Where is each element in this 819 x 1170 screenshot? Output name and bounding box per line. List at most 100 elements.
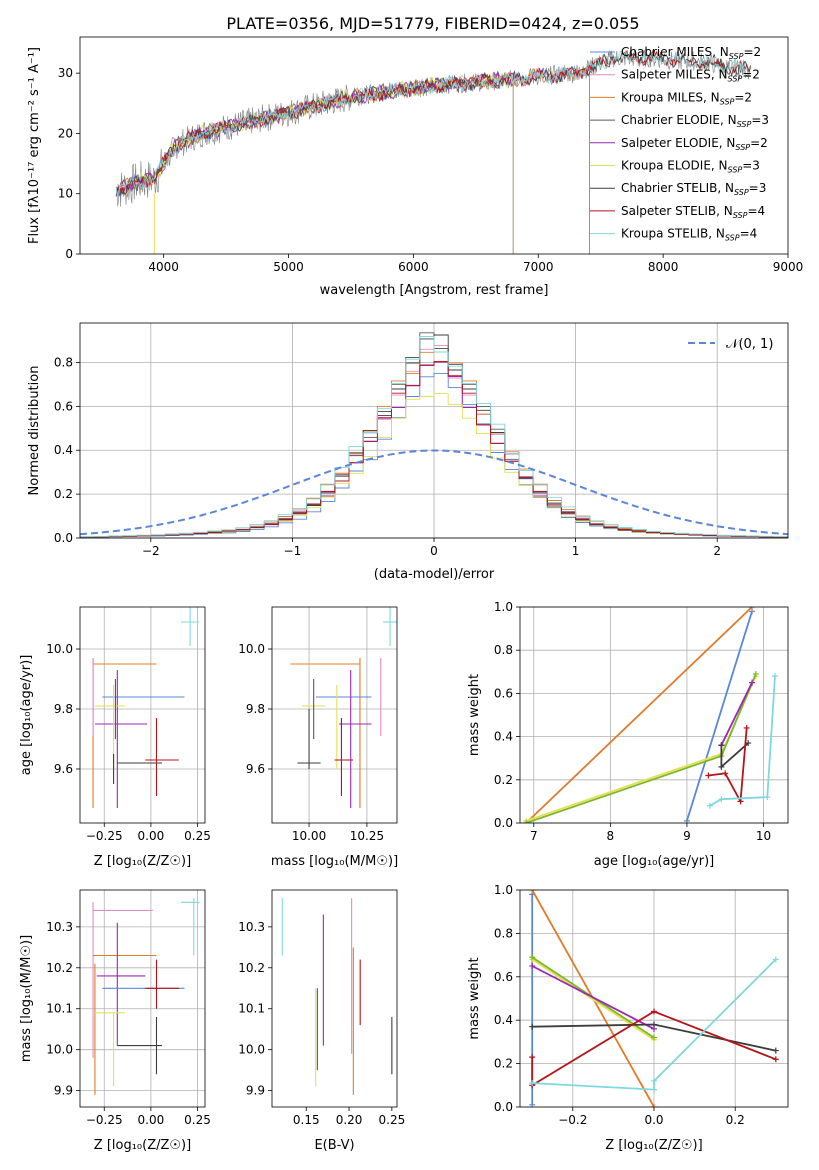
mass-weight-marker (764, 794, 771, 801)
mass-weight-marker (718, 796, 725, 803)
y-tick-label: 10.1 (238, 1002, 265, 1016)
y-tick-label: 0.2 (494, 773, 513, 787)
legend-subscript: SSP (735, 143, 750, 152)
x-tick-label: 5000 (273, 260, 304, 274)
model-spectrum-line (116, 71, 514, 254)
x-tick-label: 0.00 (138, 829, 165, 843)
x-tick-label: −1 (284, 544, 302, 558)
y-axis-label: mass [log₁₀(M/M☉)] (19, 935, 34, 1062)
y-tick-label: 1.0 (494, 883, 513, 897)
mass-weight-marker (706, 802, 713, 809)
y-tick-label: 10.0 (46, 642, 73, 656)
model-spectrum-line (115, 71, 514, 254)
mass-weight-line (720, 682, 753, 746)
y-tick-label: 9.6 (54, 762, 73, 776)
y-axis-label: Normed distribution (27, 366, 42, 496)
x-tick-label: −0.2 (558, 1113, 587, 1127)
legend-label: Chabrier ELODIE, NSSP=3 (621, 113, 769, 129)
mass-weight-marker (529, 1054, 536, 1061)
axes-frame (271, 606, 398, 824)
x-tick-label: 9000 (773, 260, 804, 274)
y-tick-label: 0.4 (54, 443, 73, 457)
model-spectrum-line (115, 49, 751, 196)
x-axis-label: age [log₁₀(age/yr)] (594, 854, 715, 869)
legend-suffix: =2 (734, 90, 752, 104)
y-tick-label: 10.0 (46, 1043, 73, 1057)
y-tick-label: 20 (58, 126, 73, 140)
y-tick-label: 10.1 (46, 1002, 73, 1016)
mass-weight-marker (651, 1077, 657, 1084)
spectrum-legend: Chabrier MILES, NSSP=2 Salpeter MILES, NS… (590, 45, 769, 243)
x-tick-label: 0.25 (379, 1113, 406, 1127)
x-tick-label: −2 (142, 544, 160, 558)
x-tick-label: 10.00 (292, 829, 326, 843)
legend-subscript: SSP (734, 188, 749, 197)
histogram-step (80, 360, 788, 538)
y-tick-label: 0.6 (54, 399, 73, 413)
x-tick-label: 0.25 (184, 1113, 211, 1127)
plot-area (523, 607, 778, 823)
y-tick-label: 10.2 (238, 961, 265, 975)
plot-area (290, 607, 397, 808)
x-tick-label: 9 (683, 829, 691, 843)
mass-weight-line (708, 727, 748, 805)
mass-weight-marker (718, 742, 725, 749)
model-spectrum-line (115, 61, 590, 254)
mass-weight-marker (523, 820, 530, 823)
legend-subscript: SSP (737, 120, 752, 129)
y-tick-label: 30 (58, 66, 73, 80)
mass-weight-marker (772, 956, 779, 963)
legend-suffix: =3 (751, 113, 769, 127)
axes-frame (271, 889, 398, 1108)
legend-suffix: =4 (740, 227, 758, 241)
x-axis-label: Z [log₁₀(Z/Z☉)] (605, 1138, 702, 1153)
x-tick-label: −0.25 (86, 829, 123, 843)
axes-spectrum: 4000 5000 6000 7000 8000 9000 0 10 20 30 Chabrier … (27, 36, 804, 298)
mass-weight-marker (651, 1086, 657, 1093)
y-axis-label: mass weight (467, 957, 482, 1039)
x-tick-label: 6000 (398, 260, 429, 274)
mass-weight-marker (743, 724, 750, 731)
mass-weight-line (709, 676, 776, 807)
mass-weight-marker (651, 1104, 657, 1107)
legend-label: Chabrier STELIB, NSSP=3 (621, 181, 766, 197)
x-axis-label: mass [log₁₀(M/M☉)] (271, 854, 398, 869)
axes-frame (79, 606, 206, 824)
mass-weight-line (686, 611, 753, 822)
plot-area (281, 898, 393, 1095)
axes-mass_vs_Z: −0.25 0.00 0.25 9.9 10.0 10.1 10.2 10.3 Z [log₁₀… (19, 889, 211, 1153)
x-tick-label: 8000 (648, 260, 679, 274)
y-tick-label: 0.8 (54, 355, 73, 369)
y-tick-label: 0.0 (494, 816, 513, 830)
spectrum-plot-area (115, 48, 751, 254)
legend-label: Kroupa MILES, NSSP=2 (621, 90, 752, 106)
histogram-plot-area (80, 332, 788, 538)
x-tick-label: 0 (430, 544, 438, 558)
mass-weight-marker (529, 954, 536, 961)
x-tick-label: 0.15 (293, 1113, 320, 1127)
y-tick-label: 0.8 (494, 926, 513, 940)
legend-suffix: =3 (742, 159, 760, 173)
mass-weight-marker (718, 763, 725, 770)
x-axis-label: wavelength [Angstrom, rest frame] (320, 283, 549, 298)
mass-weight-line (532, 958, 777, 1091)
x-axis-label: (data-model)/error (374, 567, 495, 582)
axes-massweight_vs_age: 7 8 9 10 0.0 0.2 0.4 0.6 0.8 1.0 age [log₁₀(age/yr… (467, 600, 789, 869)
mass-weight-marker (529, 890, 536, 893)
mass-weight-marker (705, 772, 712, 779)
y-tick-label: 9.6 (246, 762, 265, 776)
x-axis-label: Z [log₁₀(Z/Z☉)] (94, 1138, 191, 1153)
x-tick-label: −0.25 (86, 1113, 123, 1127)
legend-subscript: SSP (725, 234, 740, 243)
legend-suffix: =2 (742, 68, 760, 82)
legend-label: Kroupa STELIB, NSSP=4 (621, 227, 757, 243)
mass-weight-marker (651, 1021, 657, 1028)
y-tick-label: 0.6 (494, 970, 513, 984)
plot-area (529, 890, 779, 1107)
mass-weight-marker (529, 1023, 536, 1030)
mass-weight-marker (771, 673, 778, 680)
axes-age_vs_Z: −0.25 0.00 0.25 9.6 9.8 10.0 Z [log₁₀(Z/Z☉)] ag… (19, 606, 211, 869)
x-tick-label: 8 (607, 829, 615, 843)
x-tick-label: 0.2 (726, 1113, 745, 1127)
y-tick-label: 9.9 (246, 1084, 265, 1098)
